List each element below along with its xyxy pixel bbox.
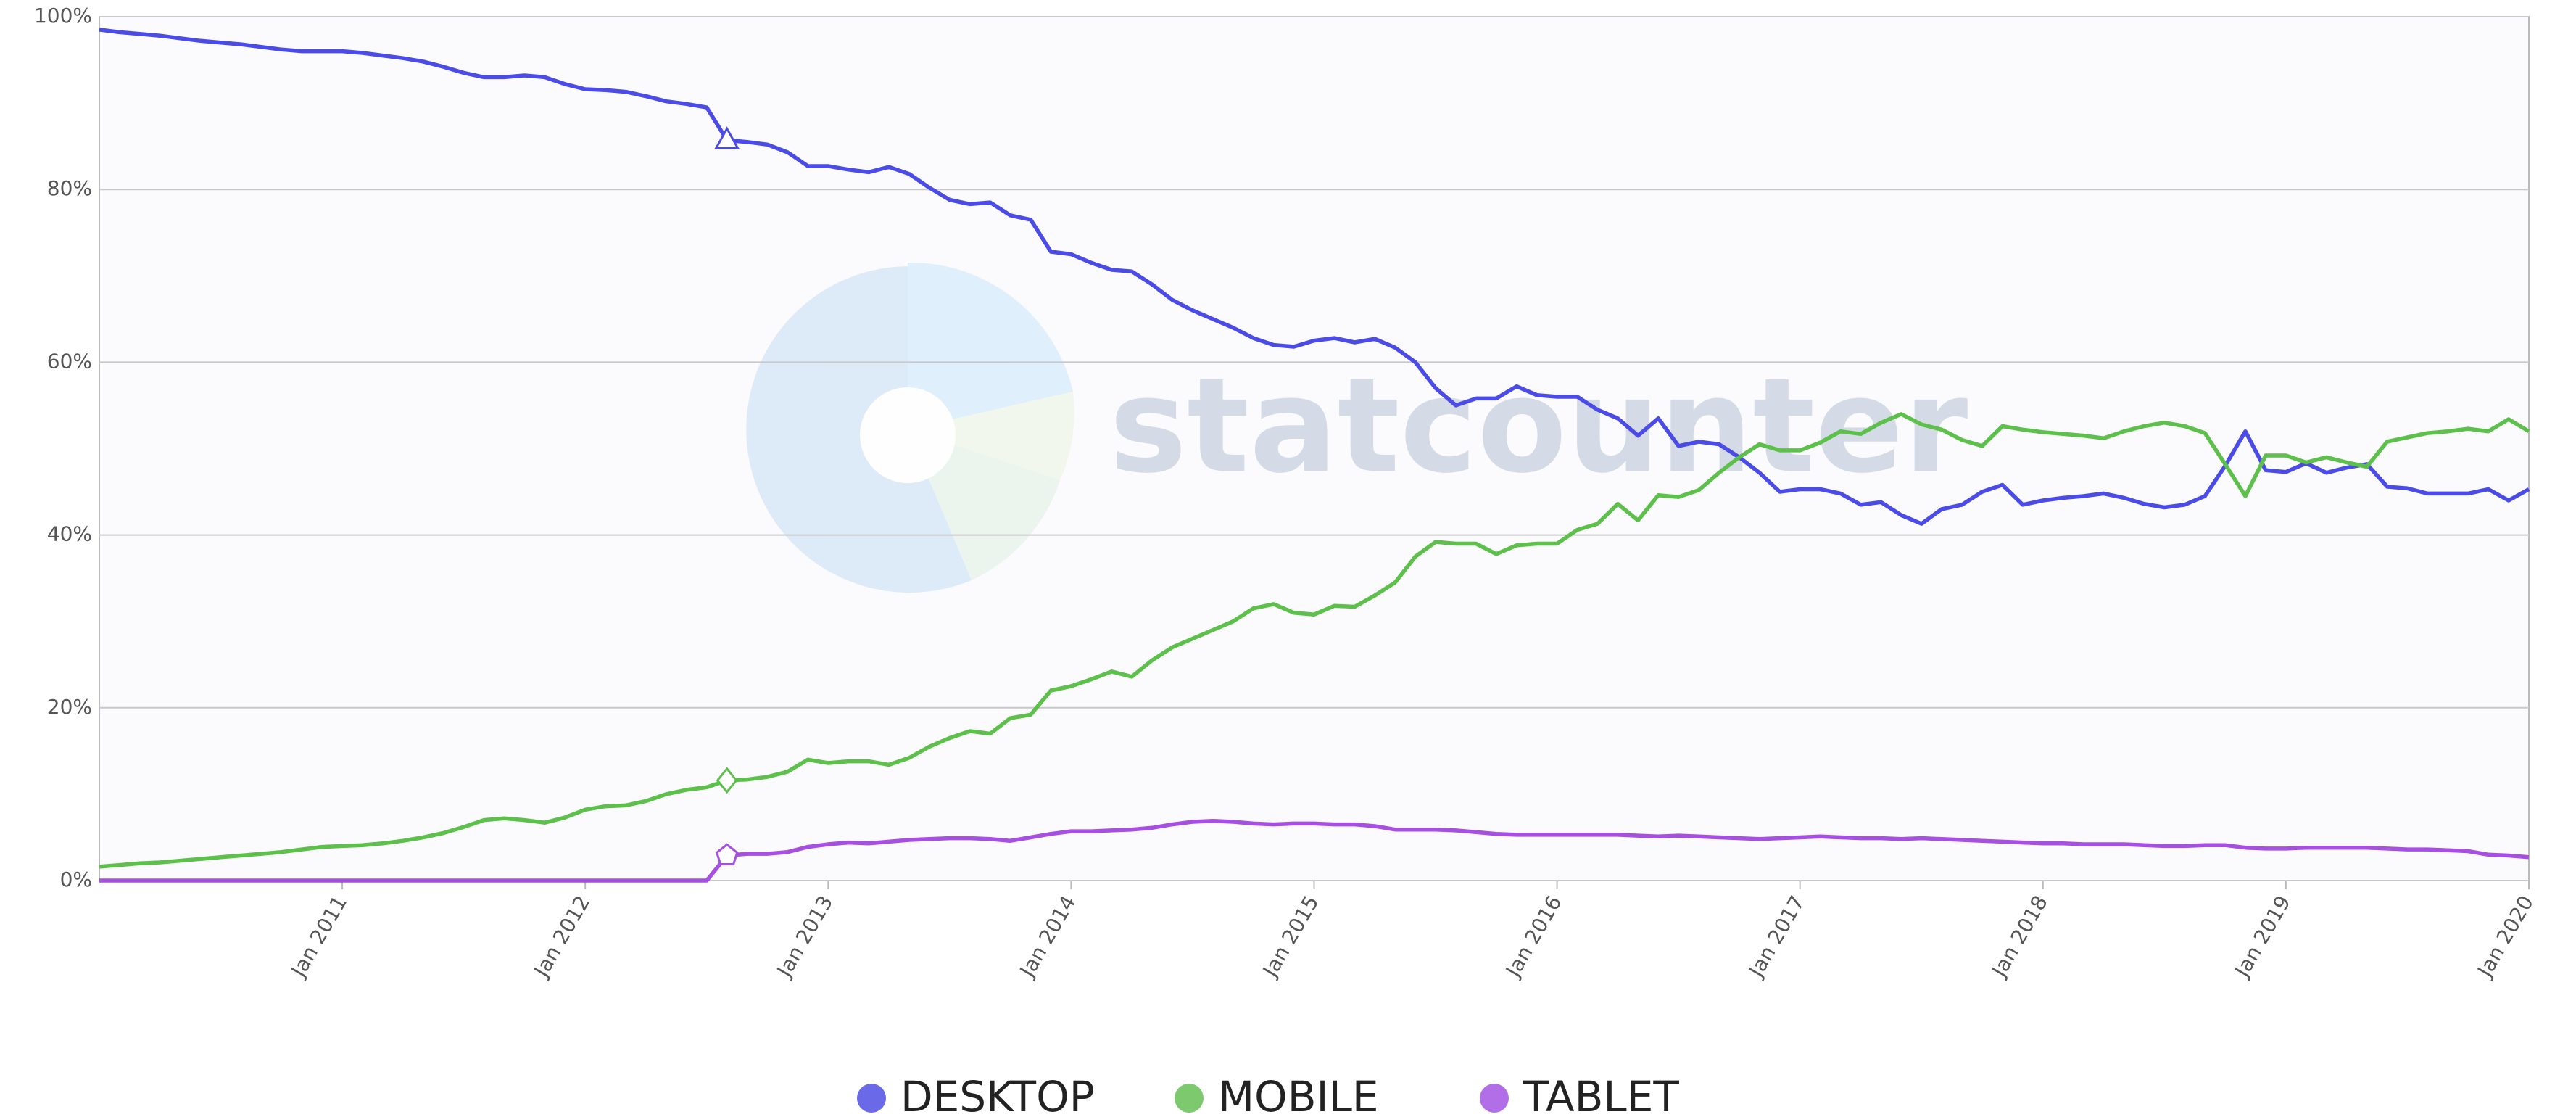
x-tick-label: Jan 2018: [1987, 891, 2053, 982]
x-tick-label: Jan 2019: [2229, 891, 2295, 982]
y-tick-label: 100%: [34, 4, 92, 28]
x-tick-label: Jan 2020: [2472, 891, 2538, 982]
y-tick-label: 0%: [60, 867, 92, 891]
x-tick-label: Jan 2014: [1014, 891, 1080, 982]
watermark-logo: [746, 262, 1074, 593]
x-tick-label: Jan 2015: [1257, 891, 1323, 982]
x-tick-label: Jan 2016: [1500, 891, 1566, 982]
x-tick-label: Jan 2017: [1743, 891, 1809, 982]
x-tick-label: Jan 2011: [286, 891, 352, 982]
y-tick-label: 60%: [47, 349, 92, 373]
x-tick-label: Jan 2013: [771, 891, 837, 982]
hover-marker: [714, 126, 740, 149]
y-tick-label: 80%: [47, 176, 92, 200]
series-line: [99, 819, 2530, 883]
legend-swatch: [857, 1084, 886, 1113]
legend-swatch: [1480, 1084, 1509, 1113]
hover-marker: [715, 843, 739, 865]
hover-marker: [716, 767, 738, 794]
plot-area: [99, 16, 2530, 881]
series-line: [99, 412, 2530, 869]
legend-label: MOBILE: [1218, 1072, 1379, 1117]
legend-label: DESKTOP: [900, 1072, 1095, 1117]
legend-swatch: [1175, 1084, 1204, 1113]
y-tick-label: 20%: [47, 695, 92, 719]
x-tick-label: Jan 2012: [529, 891, 595, 982]
watermark: statcounter: [1109, 350, 1968, 502]
y-tick-label: 40%: [47, 522, 92, 546]
legend-label: TABLET: [1523, 1072, 1679, 1117]
series-line: [99, 28, 2530, 526]
